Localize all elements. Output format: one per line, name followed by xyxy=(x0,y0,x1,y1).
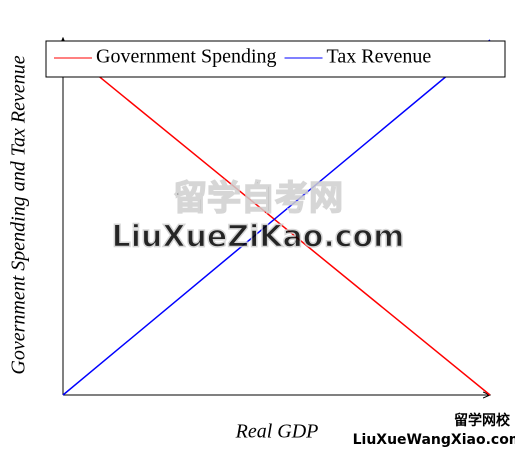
watermark: LiuXueWangXiao.com xyxy=(353,432,515,448)
plot-area xyxy=(62,39,491,396)
legend-label: Government Spending xyxy=(96,46,277,68)
legend-box xyxy=(45,40,506,78)
y-axis-label: Government Spending and Tax Revenue xyxy=(8,55,30,374)
watermark: 留学网校 xyxy=(454,412,511,429)
line xyxy=(62,46,491,396)
legend-label: Tax Revenue xyxy=(327,46,432,68)
x-axis-label: Real GDP xyxy=(235,421,319,443)
legend: Government Spending Tax Revenue xyxy=(45,40,506,78)
watermark: LiuXueZiKao.com xyxy=(112,220,405,255)
watermark: 留学自考网 xyxy=(173,179,343,219)
line xyxy=(62,39,491,396)
